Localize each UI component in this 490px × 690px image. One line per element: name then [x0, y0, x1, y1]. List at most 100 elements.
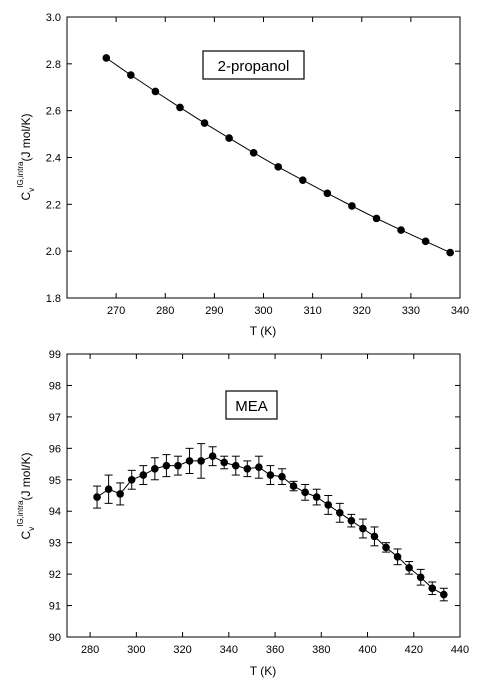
series-line	[106, 57, 451, 254]
series-points	[102, 54, 454, 257]
data-point	[397, 226, 405, 234]
x-tick-label: 280	[156, 305, 174, 317]
y-tick-label: 93	[49, 538, 61, 550]
x-tick-label: 310	[303, 305, 321, 317]
y-tick-label: 2.4	[46, 153, 61, 165]
data-point	[162, 461, 171, 470]
data-point	[324, 501, 333, 509]
data-point	[139, 471, 148, 479]
y-tick-label: 2.2	[46, 199, 61, 211]
x-tick-label: 290	[205, 305, 223, 317]
x-axis-title: T (K)	[250, 664, 276, 678]
y-tick-label: 99	[49, 349, 61, 361]
series-polyline	[106, 57, 451, 254]
y-tick-label: 98	[49, 380, 61, 392]
data-point	[323, 189, 332, 198]
data-point	[347, 516, 356, 525]
data-point	[225, 134, 233, 142]
data-point	[348, 202, 356, 210]
y-tick-label: 91	[49, 601, 61, 613]
data-point	[255, 463, 263, 472]
y-tick-label: 90	[49, 632, 61, 644]
data-point	[405, 564, 413, 572]
mea-chart: 280 300 320 340 360 380 400 420 440 90 91 92 93 94 95 9…	[16, 349, 469, 678]
data-point	[104, 485, 113, 494]
y-axis-title-sup: IG,intra	[16, 500, 25, 527]
y-tick-label: 1.8	[46, 293, 61, 305]
data-point	[127, 475, 136, 484]
x-tick-label: 270	[107, 305, 125, 317]
data-point	[266, 471, 275, 479]
legend-label: 2-propanol	[218, 58, 290, 75]
y-axis-title-sub: v	[27, 527, 36, 531]
plot-frame	[66, 353, 461, 638]
x-tick-label: 280	[81, 644, 99, 656]
data-point	[299, 176, 307, 185]
y-axis-title-unit: (J mol/K)	[19, 114, 33, 162]
data-point	[200, 119, 209, 127]
series-points	[93, 452, 448, 599]
x-tick-label: 400	[358, 644, 376, 656]
x-tick-label: 300	[127, 644, 145, 656]
data-point	[416, 573, 425, 582]
x-tick-label: 360	[266, 644, 284, 656]
data-point	[278, 472, 286, 481]
axis-ticks: 270 280 290 300 310 320 330 340 1.8 2.0 2.2 2.4 2.6 2…	[46, 12, 469, 317]
y-axis-title: CvIG,intra(J mol/K)	[16, 453, 36, 540]
y-tick-label: 2.0	[46, 246, 61, 258]
data-point	[116, 490, 124, 498]
data-point	[393, 553, 402, 561]
y-tick-label: 97	[49, 412, 61, 424]
data-point	[428, 584, 437, 593]
y-axis-title-sup: IG,intra	[16, 161, 25, 188]
data-point	[370, 532, 379, 541]
data-point	[208, 452, 217, 460]
legend-box: 2-propanol	[202, 50, 305, 80]
data-point	[446, 248, 454, 257]
y-tick-label: 95	[49, 475, 61, 487]
data-point	[220, 458, 228, 467]
data-point	[359, 524, 367, 533]
x-tick-label: 320	[353, 305, 371, 317]
data-point	[289, 482, 298, 490]
x-tick-label: 320	[173, 644, 191, 656]
data-point	[185, 457, 194, 465]
data-point	[102, 54, 111, 62]
x-tick-label: 330	[402, 305, 420, 317]
data-point	[151, 464, 159, 473]
data-point	[93, 493, 101, 501]
y-axis-title-main: C	[19, 530, 33, 539]
data-point	[197, 457, 205, 465]
data-point	[243, 464, 252, 473]
x-tick-label: 420	[405, 644, 423, 656]
y-tick-label: 2.6	[46, 106, 61, 118]
y-tick-label: 92	[49, 569, 61, 581]
propanol-chart: 270 280 290 300 310 320 330 340 1.8 2.0 2.2 2.4 2.6 2…	[16, 12, 469, 338]
y-tick-label: 3.0	[46, 12, 61, 24]
x-tick-label: 340	[220, 644, 238, 656]
data-point	[382, 543, 390, 552]
y-axis-title-unit: (J mol/K)	[19, 453, 33, 501]
data-point	[301, 488, 309, 497]
data-point	[274, 163, 283, 171]
data-point	[249, 149, 258, 157]
y-axis-title-sub: v	[27, 188, 36, 192]
x-tick-label: 440	[451, 644, 469, 656]
data-point	[335, 508, 344, 517]
x-axis-title: T (K)	[250, 324, 276, 338]
data-point	[440, 590, 448, 599]
data-point	[421, 237, 430, 246]
error-bars	[93, 443, 448, 602]
y-axis-title: CvIG,intra(J mol/K)	[16, 114, 36, 201]
x-tick-label: 340	[451, 305, 469, 317]
data-point	[312, 493, 321, 501]
y-tick-label: 96	[49, 443, 61, 455]
legend-label: MEA	[235, 398, 268, 415]
data-point	[231, 461, 240, 470]
data-point	[372, 214, 381, 223]
x-tick-label: 380	[312, 644, 330, 656]
data-point	[176, 103, 184, 112]
axis-ticks: 280 300 320 340 360 380 400 420 440 90 91 92 93 94 95 9…	[49, 349, 469, 656]
data-point	[174, 461, 182, 470]
